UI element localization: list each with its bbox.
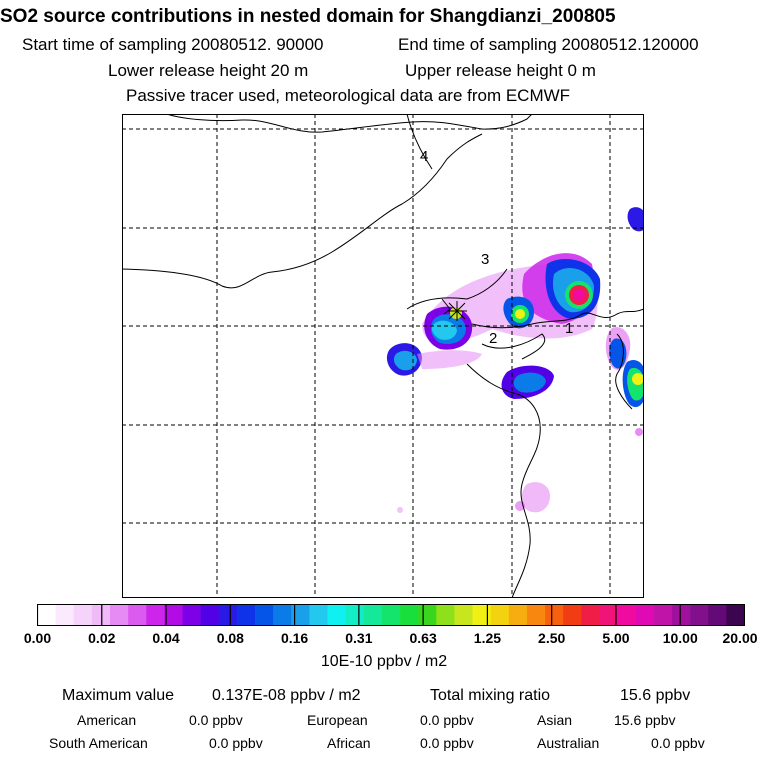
colorbar-swatch bbox=[526, 604, 546, 626]
colorbar-swatch bbox=[182, 604, 201, 626]
total-mixing-value: 15.6 ppbv bbox=[620, 687, 691, 704]
colorbar-swatch bbox=[726, 604, 745, 626]
colorbar-tick-label: 5.00 bbox=[602, 630, 630, 646]
colorbar-swatch bbox=[218, 604, 238, 626]
region-name-australian: Australian bbox=[537, 735, 600, 751]
colorbar-swatch bbox=[255, 604, 274, 626]
region-value-asian: 15.6 ppbv bbox=[614, 712, 676, 728]
region-name-asian: Asian bbox=[537, 712, 573, 728]
colorbar-swatch bbox=[128, 604, 147, 626]
region-value-south-american: 0.0 ppbv bbox=[209, 735, 263, 751]
colorbar-swatch bbox=[508, 604, 528, 626]
colorbar-tick-label: 2.50 bbox=[538, 630, 566, 646]
coastlines bbox=[122, 114, 644, 598]
colorbar bbox=[37, 604, 745, 626]
colorbar-swatch bbox=[690, 604, 709, 626]
colorbar-swatch bbox=[273, 604, 292, 626]
colorbar-swatch bbox=[55, 604, 75, 626]
colorbar-swatch bbox=[617, 604, 637, 626]
total-mixing-label: Total mixing ratio bbox=[430, 687, 551, 704]
map-title: SO2 source contributions in nested domai… bbox=[0, 6, 616, 27]
colorbar-tick-label: 10.00 bbox=[662, 630, 698, 646]
colorbar-swatch bbox=[472, 604, 492, 626]
tracer-note: Passive tracer used, meteorological data… bbox=[126, 86, 571, 105]
colorbar-swatch bbox=[37, 604, 56, 626]
plume-layer bbox=[386, 207, 644, 513]
colorbar-swatch bbox=[327, 604, 346, 626]
colorbar-tick-label: 0.08 bbox=[216, 630, 244, 646]
colorbar-tick-label: 1.25 bbox=[473, 630, 502, 646]
colorbar-tick-label: 0.00 bbox=[23, 630, 52, 646]
sampling-end: End time of sampling 20080512.120000 bbox=[398, 35, 699, 54]
region-name-american: American bbox=[77, 712, 137, 728]
sampling-start: Start time of sampling 20080512. 90000 bbox=[22, 35, 324, 54]
colorbar-frame bbox=[37, 604, 745, 626]
colorbar-tick-label: 0.16 bbox=[280, 630, 309, 646]
colorbar-swatch bbox=[581, 604, 600, 626]
colorbar-swatch bbox=[400, 604, 419, 626]
colorbar-tick-label: 20.00 bbox=[722, 630, 758, 646]
colorbar-swatch bbox=[436, 604, 455, 626]
colorbar-swatch bbox=[200, 604, 220, 626]
upper-release-height: Upper release height 0 m bbox=[405, 61, 596, 80]
colorbar-swatch bbox=[91, 604, 111, 626]
colorbar-swatch bbox=[345, 604, 365, 626]
receptor-label-3: 3 bbox=[481, 251, 489, 268]
region-value-american: 0.0 ppbv bbox=[189, 712, 243, 728]
colorbar-swatch bbox=[599, 604, 618, 626]
receptor-marker-icon bbox=[447, 301, 467, 321]
colorbar-swatch bbox=[563, 604, 582, 626]
colorbar-swatch bbox=[164, 604, 183, 626]
colorbar-tick-label: 0.63 bbox=[409, 630, 437, 646]
lat-lon-grid bbox=[122, 114, 644, 598]
colorbar-swatch bbox=[454, 604, 473, 626]
colorbar-swatch bbox=[490, 604, 510, 626]
colorbar-swatch bbox=[73, 604, 93, 626]
colorbar-units: 10E-10 ppbv / m2 bbox=[320, 653, 448, 670]
colorbar-swatch bbox=[146, 604, 165, 626]
region-name-south-american: South American bbox=[49, 735, 148, 751]
concentration-map: 4 3 2 1 bbox=[122, 114, 644, 598]
region-name-african: African bbox=[327, 735, 371, 751]
colorbar-swatch bbox=[653, 604, 673, 626]
colorbar-swatch bbox=[418, 604, 437, 626]
max-value-label: Maximum value bbox=[62, 687, 175, 704]
region-value-australian: 0.0 ppbv bbox=[651, 735, 705, 751]
colorbar-swatch bbox=[545, 604, 564, 626]
region-value-european: 0.0 ppbv bbox=[420, 712, 474, 728]
lower-release-height: Lower release height 20 m bbox=[108, 61, 309, 80]
colorbar-swatch bbox=[708, 604, 727, 626]
colorbar-swatch bbox=[291, 604, 310, 626]
colorbar-swatch bbox=[635, 604, 655, 626]
receptor-label-2: 2 bbox=[489, 330, 497, 347]
colorbar-swatch bbox=[671, 604, 691, 626]
colorbar-tick-label: 0.31 bbox=[345, 630, 373, 646]
region-name-european: European bbox=[307, 712, 368, 728]
colorbar-swatch bbox=[236, 604, 256, 626]
max-value: 0.137E-08 ppbv / m2 bbox=[212, 687, 361, 704]
colorbar-swatch bbox=[110, 604, 129, 626]
colorbar-tick-label: 0.02 bbox=[88, 630, 116, 646]
region-value-african: 0.0 ppbv bbox=[420, 735, 474, 751]
colorbar-swatch bbox=[363, 604, 383, 626]
receptor-label-4: 4 bbox=[420, 148, 428, 165]
colorbar-swatch bbox=[309, 604, 328, 626]
colorbar-swatch bbox=[381, 604, 401, 626]
receptor-label-1: 1 bbox=[565, 320, 573, 337]
colorbar-tick-label: 0.04 bbox=[152, 630, 180, 646]
